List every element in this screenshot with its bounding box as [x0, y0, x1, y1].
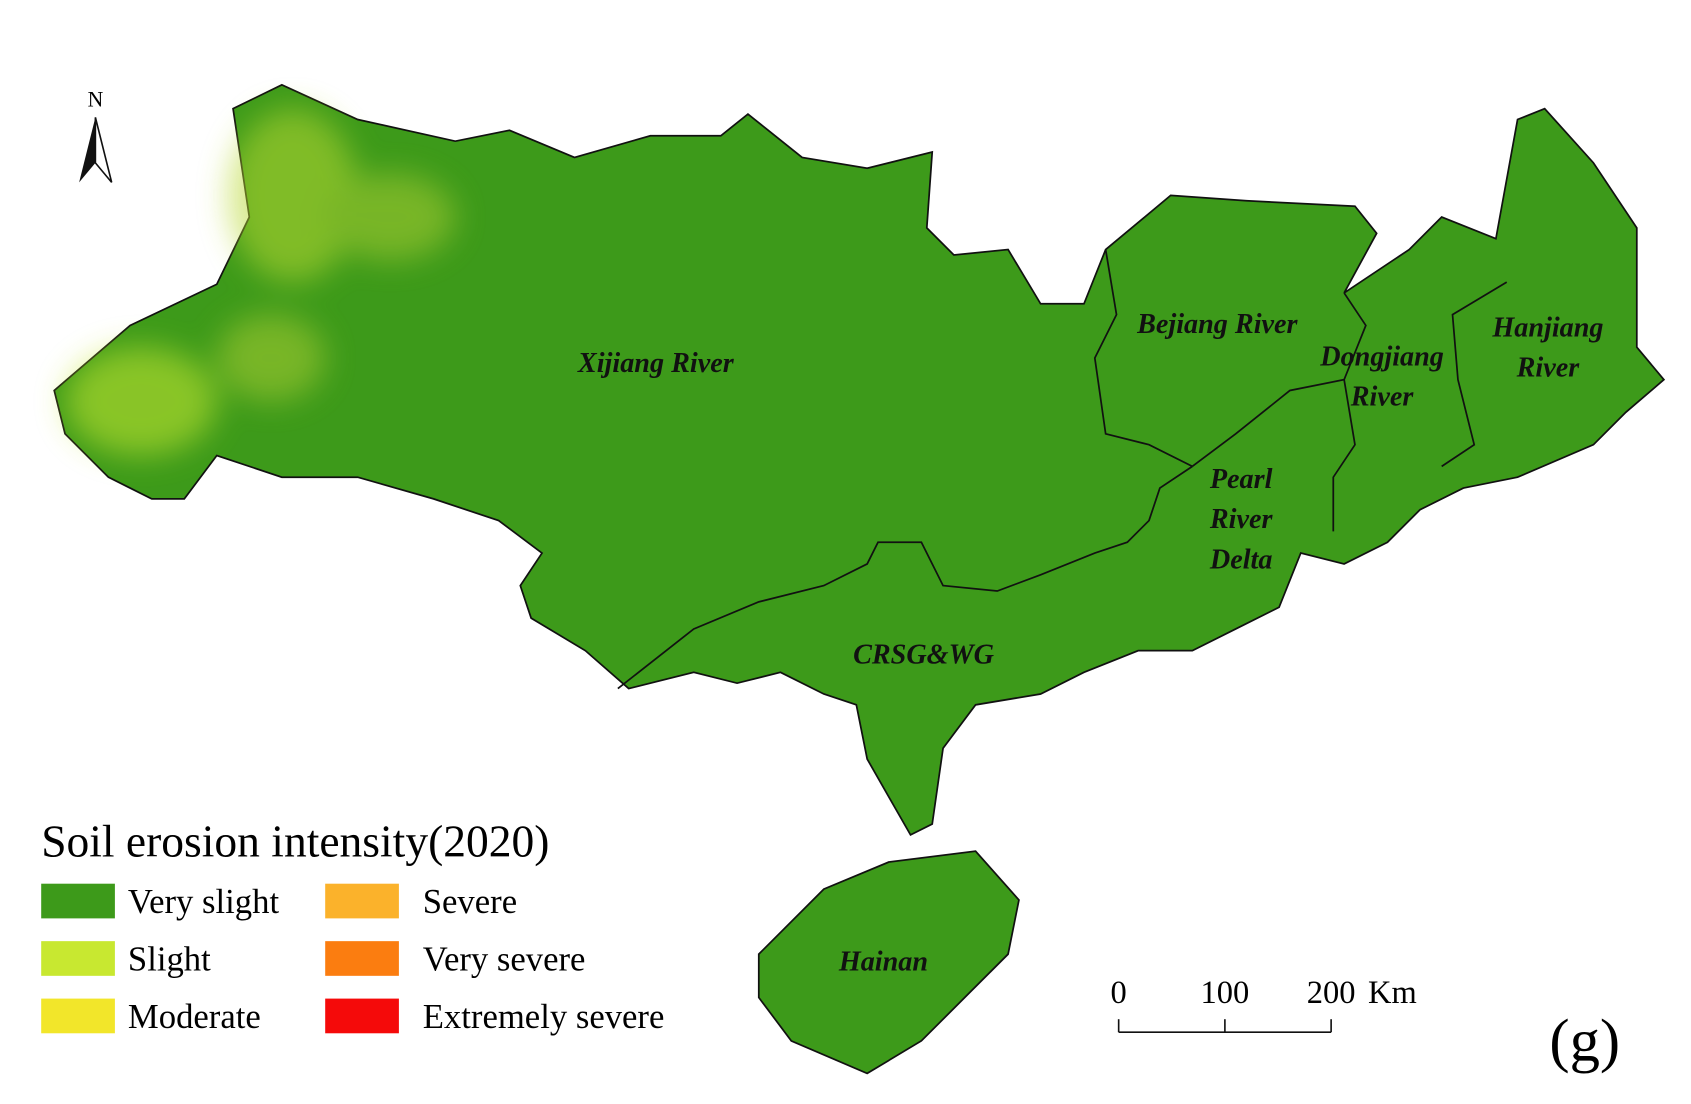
boundary — [617, 465, 1193, 690]
boundary — [1191, 292, 1367, 468]
legend-label: Extremely severe — [423, 997, 665, 1036]
scale-unit: Km — [1368, 975, 1417, 1011]
region-label: Xijiang River — [577, 348, 735, 379]
legend-label: Slight — [128, 939, 211, 978]
legend-title: Soil erosion intensity(2020) — [41, 816, 549, 867]
region-label: Delta — [1209, 544, 1273, 575]
legend-label: Very severe — [423, 939, 586, 978]
legend-label: Very slight — [128, 882, 280, 921]
scale-label: 200 — [1307, 975, 1356, 1011]
boundary — [1093, 249, 1193, 468]
erosion-texture — [65, 108, 456, 456]
north-label: N — [88, 87, 104, 111]
scale-label: 0 — [1111, 975, 1127, 1011]
region-label: River — [1209, 504, 1274, 535]
legend-label: Moderate — [128, 997, 261, 1036]
legend-swatch — [325, 883, 399, 919]
region-label: Hanjiang — [1491, 312, 1603, 343]
legend-swatch — [41, 883, 115, 919]
region-label: Bejiang River — [1136, 309, 1298, 340]
mainland — [53, 83, 1666, 837]
scale-bar: 0 100 200 Km — [1111, 975, 1417, 1034]
region-label: River — [1516, 352, 1581, 383]
boundary — [1441, 281, 1508, 468]
scale-label: 100 — [1201, 975, 1250, 1011]
legend-swatch — [41, 941, 115, 976]
legend-label: Severe — [423, 882, 517, 921]
region-labels: Xijiang River Bejiang River Dongjiang River… — [577, 309, 1604, 977]
legend-swatch — [325, 941, 399, 976]
region-label: River — [1350, 382, 1415, 413]
region-label: Dongjiang — [1319, 342, 1444, 373]
north-arrow: N — [79, 87, 113, 183]
legend-swatch — [41, 998, 115, 1034]
boundary — [1332, 379, 1356, 532]
region-label: CRSG&WG — [853, 640, 995, 671]
hainan-island — [757, 850, 1020, 1075]
legend-swatch — [325, 998, 399, 1034]
region-label: Pearl — [1209, 464, 1273, 495]
legend: Very slight Slight Moderate Severe Very seve… — [41, 882, 664, 1036]
panel-label: (g) — [1549, 1007, 1620, 1074]
region-label: Hainan — [838, 946, 928, 977]
